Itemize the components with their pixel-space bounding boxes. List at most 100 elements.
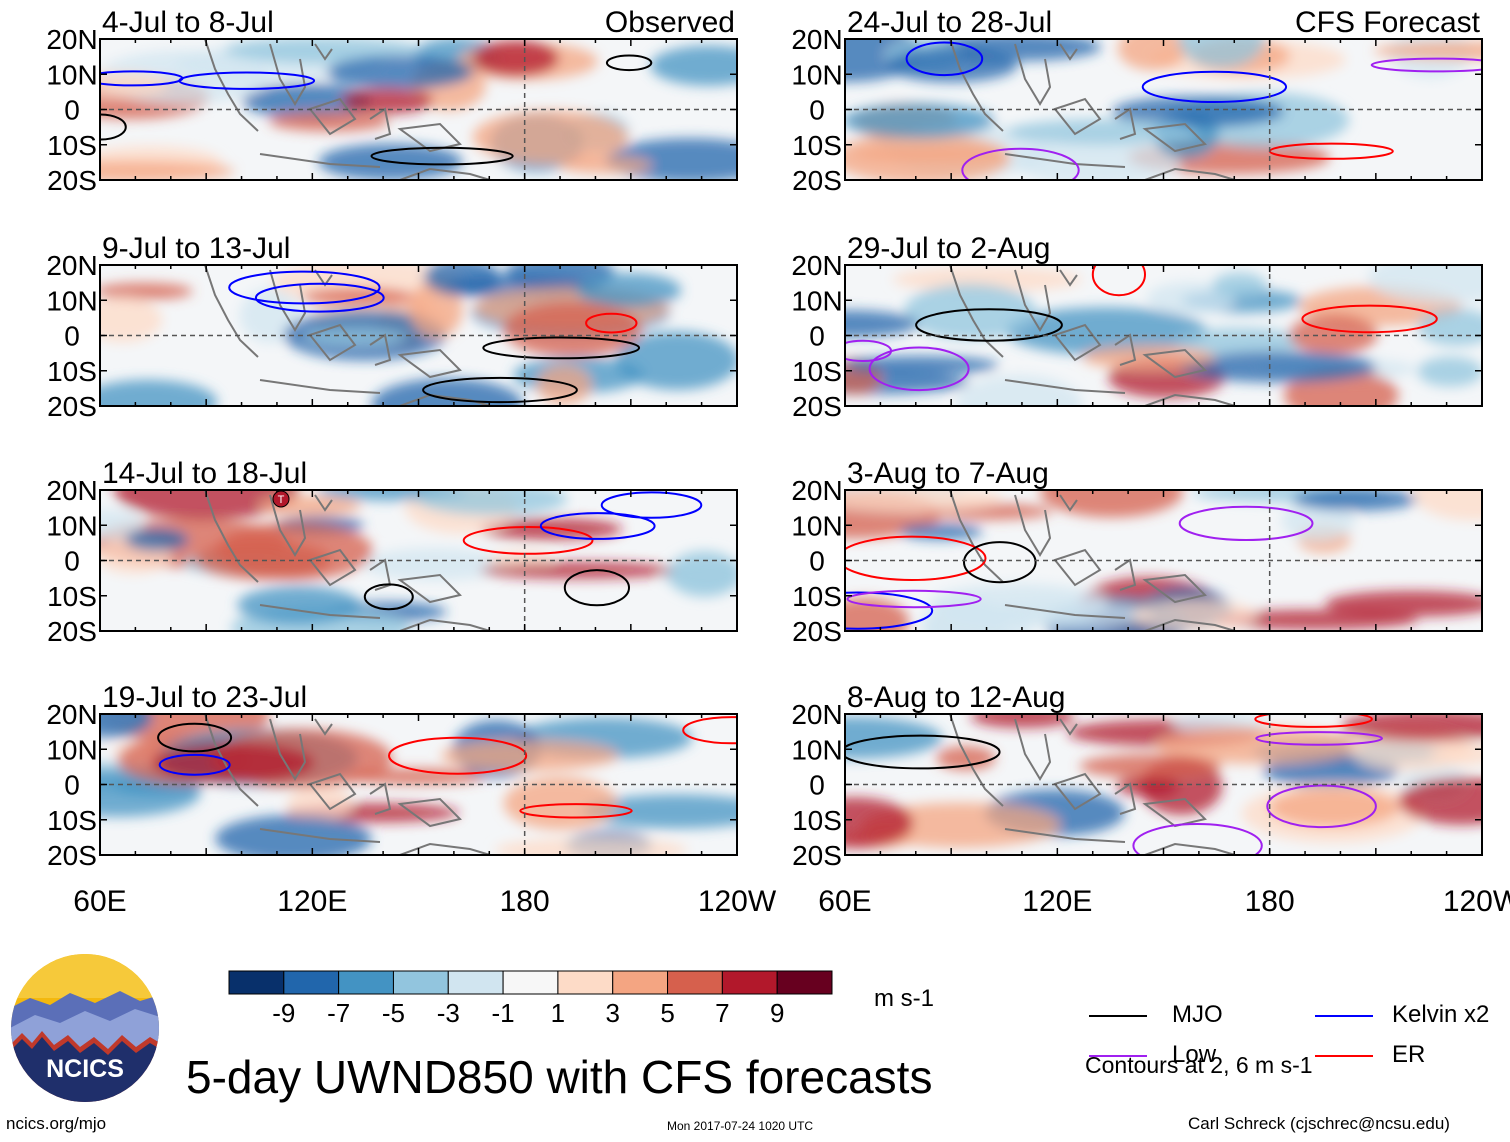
coastline-philippines <box>1059 43 1078 61</box>
wave-contours <box>228 270 641 404</box>
panel-ticks <box>844 38 1483 181</box>
coastline-borneo <box>1053 97 1102 136</box>
y-tick-label: 20N <box>46 699 97 730</box>
wave-contours <box>845 714 1383 855</box>
contour <box>905 41 984 77</box>
coastline-borneo <box>1053 323 1102 362</box>
contour <box>1266 784 1377 829</box>
panel-title: 14-Jul to 18-Jul <box>102 457 307 490</box>
anomaly-patch <box>1155 727 1363 764</box>
legend-line-low <box>1089 1055 1147 1057</box>
y-tick-label: 20S <box>47 391 97 422</box>
coastlines <box>949 490 1236 631</box>
panel-3: 20N 10N 0 10S 20S 14-Jul to 18-Jul T <box>46 457 738 647</box>
coastlines <box>204 490 491 631</box>
y-tick-label: 10S <box>47 581 97 612</box>
contour <box>915 308 1063 342</box>
y-tick-label: 10S <box>47 805 97 836</box>
coastline-borneo <box>308 323 357 362</box>
y-tick-label: 20S <box>47 840 97 871</box>
anomaly-patch <box>1007 118 1198 145</box>
x-tick-label: 120E <box>1022 885 1092 918</box>
y-tick-label: 20N <box>46 250 97 281</box>
anomaly-patch <box>1367 265 1482 304</box>
contour <box>539 512 656 540</box>
coastline-sumatra <box>949 490 1004 583</box>
coastline-philippines <box>314 269 333 287</box>
anomaly-patch <box>582 794 737 829</box>
coastline-philippines <box>1059 494 1078 512</box>
panel-tag: Observed <box>605 6 735 39</box>
panel-tag: CFS Forecast <box>1295 6 1481 39</box>
footer-url[interactable]: ncics.org/mjo <box>6 1114 107 1133</box>
anomaly-patch <box>1132 599 1257 631</box>
y-tick-label: 0 <box>809 770 825 801</box>
coastline-sulawesi <box>1114 333 1137 366</box>
anomaly-patch <box>100 282 193 300</box>
panel-6: 20N 10N 0 10S 20S 29-Jul to 2-Aug <box>791 232 1483 422</box>
wave-contours <box>845 265 1438 392</box>
coastline-australia <box>1144 842 1236 855</box>
colorbar-units: m s-1 <box>874 985 934 1012</box>
legend-label-er: ER <box>1392 1041 1426 1068</box>
anomaly-patch <box>1214 609 1418 630</box>
coastline-java <box>1004 153 1126 168</box>
y-tick-label: 10S <box>792 805 842 836</box>
y-tick-label: 20S <box>792 616 842 647</box>
anomaly-patch <box>1292 490 1418 511</box>
contour <box>963 541 1037 584</box>
coastlines <box>204 39 491 180</box>
contour <box>846 589 982 609</box>
coastline-sulawesi <box>369 107 392 140</box>
y-tick-label: 20S <box>47 165 97 196</box>
y-tick-label: 10N <box>791 510 842 541</box>
anomaly-patch <box>1079 753 1222 779</box>
contour <box>1255 731 1383 746</box>
panel-ticks <box>99 489 738 632</box>
coastline-new-guinea <box>1142 348 1207 379</box>
coastline-new-guinea <box>1142 573 1207 604</box>
wind-anomaly-field <box>845 265 1482 406</box>
coastlines <box>949 714 1236 855</box>
coastline-borneo <box>308 548 357 587</box>
panel-2: 20N 10N 0 10S 20S 9-Jul to 13-Jul <box>46 232 738 422</box>
contour <box>1178 505 1314 542</box>
contour <box>1254 714 1373 728</box>
y-tick-label: 10S <box>47 356 97 387</box>
y-tick-label: 10S <box>792 356 842 387</box>
colorbar-swatch <box>612 970 669 995</box>
contour <box>682 716 737 745</box>
panel-5: 20N 10N 0 10S 20S 24-Jul to 28-Jul CFS Forecas… <box>791 6 1483 196</box>
panel-ticks <box>844 713 1483 856</box>
coastline-java <box>1004 379 1126 394</box>
anomaly-patch <box>1373 41 1482 61</box>
coastline-philippines <box>314 718 333 736</box>
coastlines <box>204 265 491 406</box>
coastline-malay <box>1014 494 1052 557</box>
contour <box>363 583 414 611</box>
anomaly-patch <box>970 714 1075 728</box>
anomaly-patch <box>304 328 408 346</box>
coastline-sumatra <box>949 39 1004 132</box>
contour <box>845 734 1001 770</box>
ncics-logo: NCICS <box>11 954 159 1102</box>
colorbar-swatch <box>721 970 778 995</box>
coastline-malay <box>269 43 307 106</box>
panel-title: 8-Aug to 12-Aug <box>847 681 1065 714</box>
colorbar-label: -7 <box>327 998 350 1028</box>
legend-line-er <box>1315 1055 1373 1057</box>
anomaly-patch <box>1179 351 1377 383</box>
panel-title: 19-Jul to 23-Jul <box>102 681 307 714</box>
x-tick-label: 180 <box>500 885 550 918</box>
coastline-philippines <box>314 494 333 512</box>
anomaly-patch <box>347 768 486 785</box>
anomaly-patch <box>362 547 510 581</box>
contour <box>228 270 381 305</box>
panel-title: 4-Jul to 8-Jul <box>102 6 274 39</box>
anomaly-patch <box>1111 96 1285 128</box>
y-tick-label: 10N <box>791 59 842 90</box>
panel-title: 29-Jul to 2-Aug <box>847 232 1050 265</box>
panel-4: 20N 10N 0 10S 20S 19-Jul to 23-Jul <box>46 681 738 871</box>
colorbar-label: 9 <box>770 998 784 1028</box>
x-tick-label: 120W <box>698 885 777 918</box>
